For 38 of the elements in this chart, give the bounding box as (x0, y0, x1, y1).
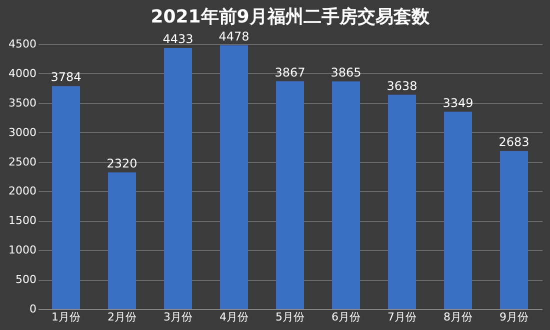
y-tick-label: 3000 (8, 126, 36, 139)
y-tick-label: 2000 (8, 184, 36, 198)
y-tick-label: 1000 (8, 244, 36, 257)
data-label: 3638 (386, 78, 418, 93)
bar (276, 81, 304, 309)
x-tick-label: 3月份 (164, 310, 192, 324)
y-tick-label: 4000 (8, 66, 36, 80)
x-tick-label: 7月份 (388, 310, 416, 324)
x-tick-label: 4月份 (220, 310, 248, 324)
y-tick-label: 1500 (8, 214, 36, 228)
data-label: 4433 (162, 32, 194, 46)
data-label: 2320 (106, 156, 138, 170)
data-label: 4478 (218, 29, 250, 44)
bar (500, 151, 528, 309)
y-tick-label: 2500 (8, 155, 36, 168)
bar (108, 172, 136, 309)
data-label: 3867 (274, 65, 306, 80)
bar (444, 112, 472, 309)
bar (52, 86, 80, 309)
data-label: 2683 (498, 135, 530, 149)
x-tick-label: 1月份 (52, 310, 80, 324)
chart-title: 2021年前9月福州二手房交易套数 (150, 6, 430, 28)
y-tick-label: 3500 (8, 96, 36, 110)
bar (332, 81, 360, 309)
bar (388, 94, 416, 309)
y-tick-label: 0 (30, 302, 36, 316)
bar (220, 45, 248, 309)
data-label: 3865 (330, 65, 362, 80)
data-label: 3784 (50, 70, 82, 84)
x-tick-label: 9月份 (500, 310, 528, 324)
x-tick-label: 6月份 (332, 310, 360, 324)
y-tick-label: 4500 (8, 38, 36, 50)
x-tick-label: 8月份 (444, 310, 472, 324)
data-label: 3349 (442, 96, 474, 110)
y-tick-label: 500 (16, 273, 36, 286)
x-tick-label: 5月份 (276, 310, 304, 324)
bar (164, 48, 192, 309)
x-tick-label: 2月份 (108, 310, 136, 324)
